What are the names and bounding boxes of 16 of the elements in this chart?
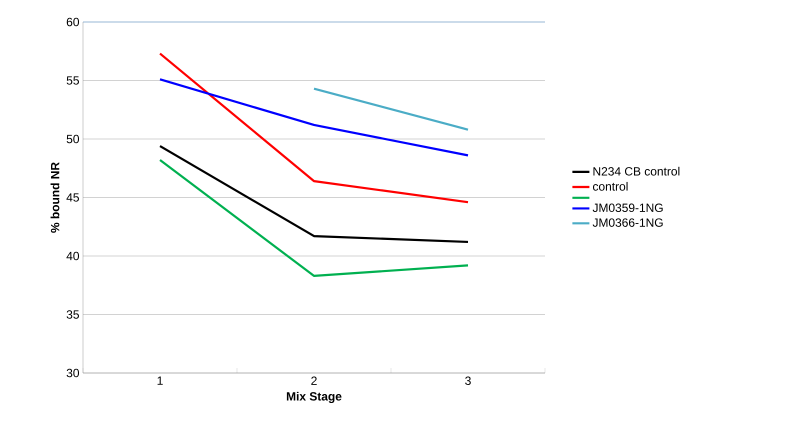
y-tick-label: 40 xyxy=(66,252,80,260)
y-axis-title: % bound NR xyxy=(50,162,60,233)
y-tick-label: 55 xyxy=(66,76,79,85)
y-tick-label: 35 xyxy=(66,310,79,319)
y-tick-label: 30 xyxy=(66,368,80,378)
x-tick-label: 3 xyxy=(465,376,471,385)
legend-label: control xyxy=(592,182,628,191)
legend-label: N234 CB control xyxy=(593,166,680,176)
y-tick-label: 45 xyxy=(66,193,79,202)
x-tick-label: 2 xyxy=(311,376,317,385)
x-axis-title: Mix Stage xyxy=(286,392,342,404)
y-tick-label: 60 xyxy=(66,18,80,26)
y-tick-label: 50 xyxy=(66,134,80,144)
legend-label: JM0359-1NG xyxy=(592,204,663,212)
x-tick-label: 1 xyxy=(158,376,163,385)
legend-label: JM0366-1NG xyxy=(592,218,663,227)
